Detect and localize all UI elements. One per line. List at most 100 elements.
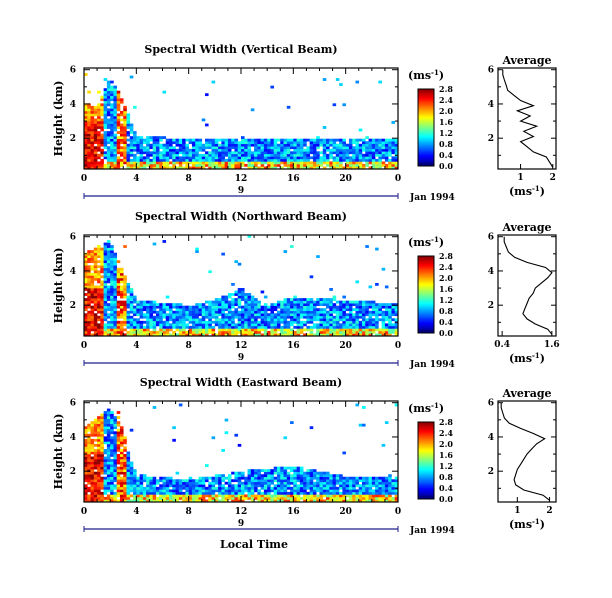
heatmap-cell [195, 156, 199, 160]
heatmap-cell [188, 476, 193, 480]
heatmap-cell [119, 461, 124, 465]
heatmap-cell [257, 320, 261, 324]
heatmap-cell [175, 166, 180, 170]
heatmap-cell [358, 333, 363, 337]
heatmap-cell [283, 323, 288, 327]
heatmap-cell [126, 325, 131, 329]
x-tick-label: 0 [395, 341, 401, 351]
heatmap-cell [110, 288, 114, 291]
heatmap-cell [146, 156, 150, 160]
heatmap-cell [375, 315, 379, 319]
heatmap-cell [296, 494, 301, 498]
heatmap-cell [113, 325, 118, 329]
heatmap-cell [100, 461, 104, 465]
heatmap-cell [116, 474, 121, 478]
heatmap-cell [296, 469, 301, 472]
heatmap-cell [218, 298, 222, 301]
colorbar-swatch [418, 325, 434, 327]
heatmap-cell [332, 308, 337, 312]
heatmap-cell [371, 476, 376, 480]
x-tick-label: 0 [395, 507, 401, 517]
chart-title: Spectral Width (Northward Beam) [135, 210, 347, 223]
heatmap-cell [342, 303, 346, 306]
heatmap-cell [221, 166, 225, 170]
heatmap-cell [273, 476, 278, 480]
heatmap-cell [84, 126, 88, 129]
heatmap-cell [100, 262, 104, 266]
heatmap-cell [97, 166, 101, 170]
heatmap-cell [201, 328, 206, 332]
heatmap-cell [90, 260, 95, 264]
heatmap-cell [352, 153, 356, 157]
colorbar-swatch [418, 486, 434, 488]
heatmap-cell [227, 494, 232, 498]
heatmap-cell [165, 313, 170, 317]
heatmap-cell [139, 163, 144, 167]
heatmap-cell [84, 108, 88, 112]
heatmap-cell [358, 156, 363, 160]
heatmap-cell [358, 325, 363, 329]
heatmap-cell [103, 300, 108, 304]
heatmap-cell [303, 494, 307, 498]
heatmap-cell [165, 305, 170, 309]
heatmap-cell [97, 105, 101, 109]
heatmap-cell [273, 166, 278, 170]
heatmap-cell [87, 293, 91, 296]
heatmap-cell [339, 499, 343, 503]
heatmap-cell [90, 318, 95, 322]
heatmap-cell [378, 476, 382, 480]
heatmap-cell [116, 161, 121, 165]
heatmap-cell [93, 252, 98, 256]
heatmap-cell [332, 489, 337, 493]
heatmap-cell [182, 308, 186, 312]
colorbar-swatch [418, 302, 434, 304]
heatmap-cell [211, 148, 216, 152]
heatmap-cell [129, 486, 134, 490]
heatmap-cell [110, 461, 114, 465]
heatmap-cell [231, 141, 235, 145]
heatmap-cell [296, 298, 301, 301]
heatmap-cell [237, 486, 242, 490]
heatmap-cell [119, 303, 124, 306]
heatmap-cell [133, 146, 137, 150]
colorbar-swatch [418, 148, 434, 150]
heatmap-cell [237, 320, 242, 324]
heatmap-cell [172, 315, 176, 319]
heatmap-cell [263, 148, 268, 152]
heatmap-cell [250, 330, 255, 334]
heatmap-cell [90, 105, 95, 109]
heatmap-cell [103, 121, 108, 124]
colorbar-swatch [418, 313, 434, 316]
heatmap-cell [198, 141, 203, 145]
heatmap-cell [84, 484, 88, 488]
heatmap-cell [391, 143, 396, 147]
heatmap-cell [234, 486, 239, 490]
heatmap-cell [358, 494, 363, 498]
heatmap-cell [221, 310, 225, 314]
heatmap-cell [100, 133, 104, 137]
heatmap-cell [116, 103, 121, 107]
heatmap-cell [87, 108, 91, 112]
heatmap-cell [103, 272, 108, 276]
heatmap-cell [87, 481, 91, 485]
heatmap-cell [293, 496, 297, 500]
heatmap-cell [237, 290, 242, 294]
heatmap-cell [93, 308, 98, 312]
heatmap-cell [126, 474, 131, 478]
heatmap-cell [283, 305, 288, 309]
heatmap-cell [133, 491, 137, 495]
heatmap-cell [293, 166, 297, 170]
heatmap-cell [312, 138, 317, 142]
heatmap-cell [237, 305, 242, 309]
heatmap-cell [227, 323, 232, 327]
heatmap-cell [119, 471, 124, 475]
heatmap-cell [267, 494, 271, 498]
heatmap-cell [283, 153, 288, 157]
heatmap-cell [100, 103, 104, 107]
heatmap-cell [371, 328, 376, 332]
colorbar-tick-label: 2.8 [439, 417, 453, 427]
colorbar-swatch [418, 267, 434, 270]
heatmap-cell [90, 163, 95, 167]
heatmap-cell [244, 153, 248, 157]
heatmap-cell [316, 163, 320, 167]
